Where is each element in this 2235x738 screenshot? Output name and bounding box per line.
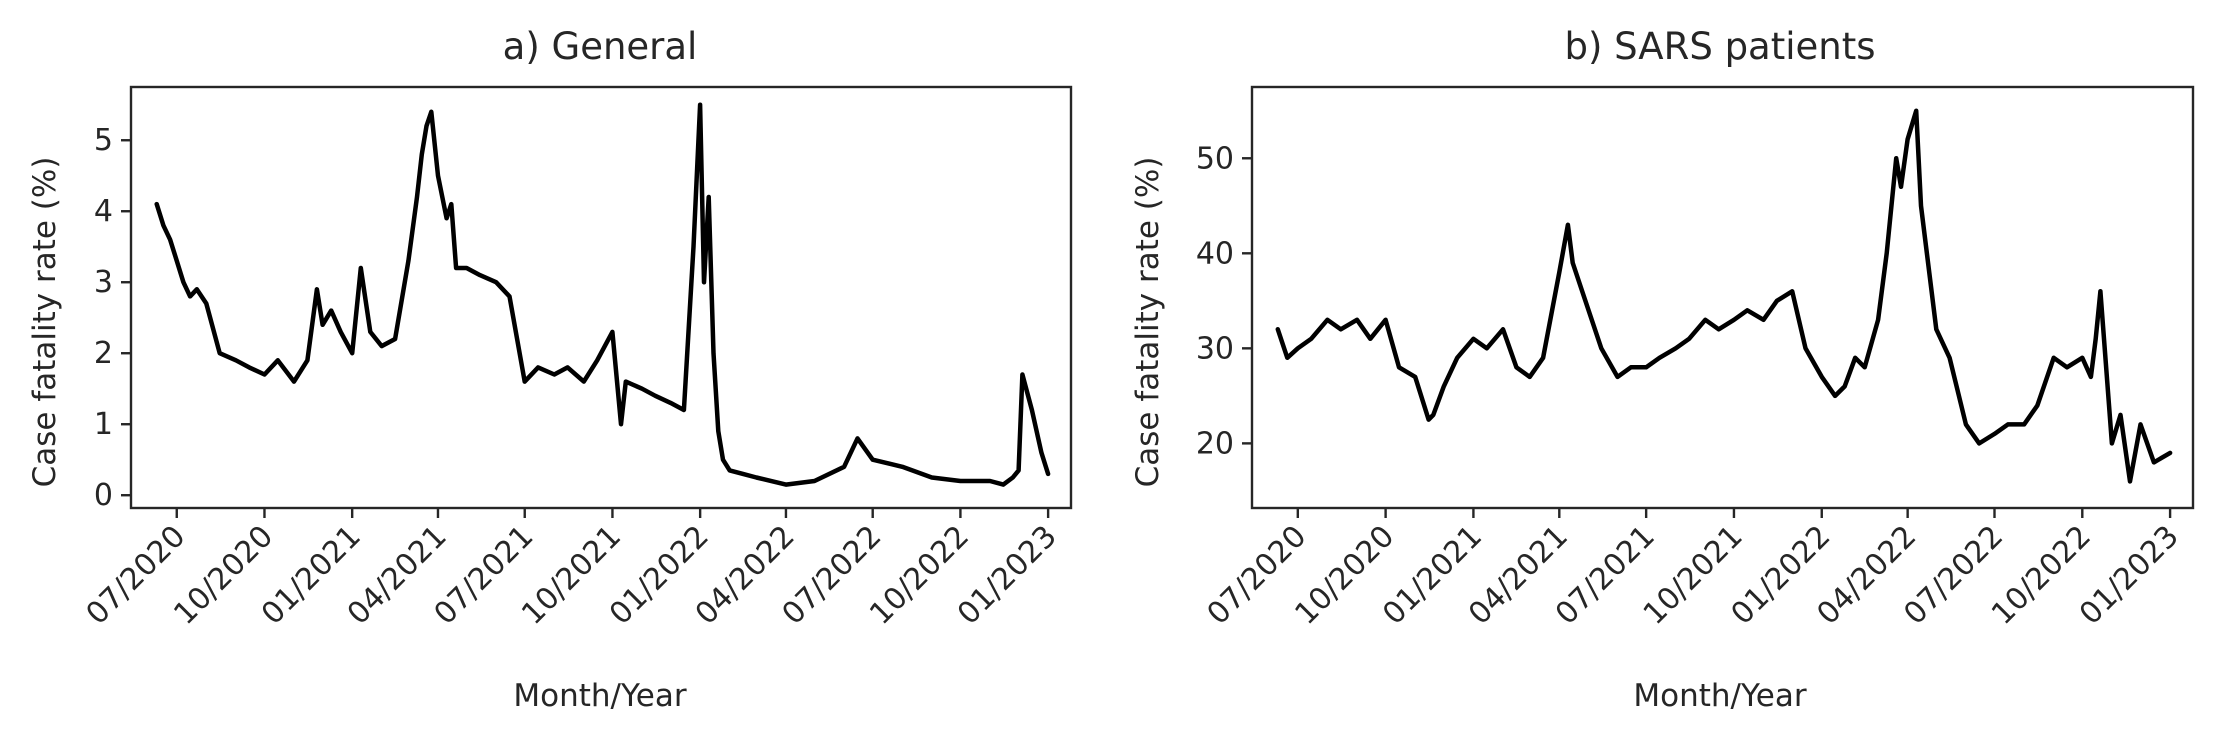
plot-area: 2030405007/202010/202001/202104/202107/2… bbox=[1196, 108, 2186, 632]
y-tick-label: 2 bbox=[94, 336, 113, 371]
y-tick-label: 4 bbox=[94, 194, 113, 229]
y-tick-label: 5 bbox=[94, 123, 113, 158]
y-tick-label: 0 bbox=[94, 478, 113, 513]
series-line bbox=[1275, 108, 2173, 484]
y-axis-label: Case fatality rate (%) bbox=[27, 157, 63, 488]
y-tick-label: 20 bbox=[1196, 426, 1234, 461]
x-axis-label: Month/Year bbox=[1633, 678, 1806, 714]
plot-frame bbox=[1250, 85, 2195, 510]
chart-title: b) SARS patients bbox=[1564, 25, 1875, 68]
y-tick-label: 50 bbox=[1196, 141, 1234, 176]
y-tick-label: 1 bbox=[94, 407, 113, 442]
y-tick-label: 40 bbox=[1196, 236, 1234, 271]
y-tick-label: 3 bbox=[94, 265, 113, 300]
y-tick-label: 30 bbox=[1196, 331, 1234, 366]
panel-b: b) SARS patients Month/Year Case fatalit… bbox=[1130, 25, 2195, 714]
series-line bbox=[154, 102, 1051, 487]
plot-frame bbox=[129, 85, 1073, 510]
y-axis-label: Case fatality rate (%) bbox=[1130, 157, 1166, 488]
panel-a: a) General Month/Year Case fatality rate… bbox=[27, 25, 1073, 714]
plot-area: 01234507/202010/202001/202104/202107/202… bbox=[80, 102, 1064, 632]
chart-title: a) General bbox=[503, 25, 698, 68]
x-axis-label: Month/Year bbox=[513, 678, 686, 714]
